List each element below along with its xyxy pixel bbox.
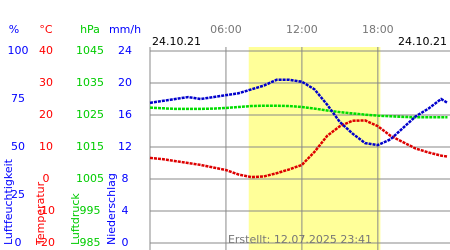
y-tick-label: 985 [80,236,101,249]
axis-title: Temperatur [34,181,47,246]
y-tick-label: 30 [39,76,53,89]
y-tick-label: 75 [11,92,25,105]
axis-unit: % [9,23,19,36]
y-tick-label: 1025 [76,108,104,121]
y-tick-label: 8 [122,172,129,185]
y-tick-label: 10 [39,140,53,153]
series-line [149,104,448,119]
axis-unit: hPa [80,23,100,36]
x-tick-label: 12:00 [286,23,318,36]
y-tick-label: -20 [37,236,55,249]
y-tick-label: 25 [11,188,25,201]
axis-title: Luftdruck [69,193,82,245]
y-tick-label: -10 [37,204,55,217]
y-tick-label: 1035 [76,76,104,89]
footer: Erstellt: 12.07.2025 23:41 [228,233,372,246]
y-tick-label: 0 [43,172,50,185]
date-end: 24.10.21 [398,35,447,48]
y-tick-label: 4 [122,204,129,217]
axis-unit: °C [39,23,53,36]
axis-title: Niederschlag [105,173,118,245]
y-tick-label: 12 [118,140,132,153]
y-tick-label: 0 [15,236,22,249]
y-tick-label: 20 [39,108,53,121]
y-tick-label: 1015 [76,140,104,153]
series-line [149,119,448,179]
daylight-band [248,47,381,250]
y-tick-label: 40 [39,44,53,57]
y-tick-label: 24 [118,44,132,57]
axis-title: Luftfeuchtigkeit [2,158,15,245]
date-start: 24.10.21 [152,35,201,48]
y-tick-label: 100 [8,44,29,57]
x-tick-label: 18:00 [362,23,394,36]
y-tick-label: 1045 [76,44,104,57]
y-tick-label: 1005 [76,172,104,185]
series-line [149,78,449,147]
y-tick-label: 995 [80,204,101,217]
y-tick-label: 0 [122,236,129,249]
y-tick-label: 50 [11,140,25,153]
x-tick-label: 06:00 [210,23,242,36]
axis-unit: mm/h [109,23,141,36]
y-tick-label: 16 [118,108,132,121]
y-tick-label: 20 [118,76,132,89]
